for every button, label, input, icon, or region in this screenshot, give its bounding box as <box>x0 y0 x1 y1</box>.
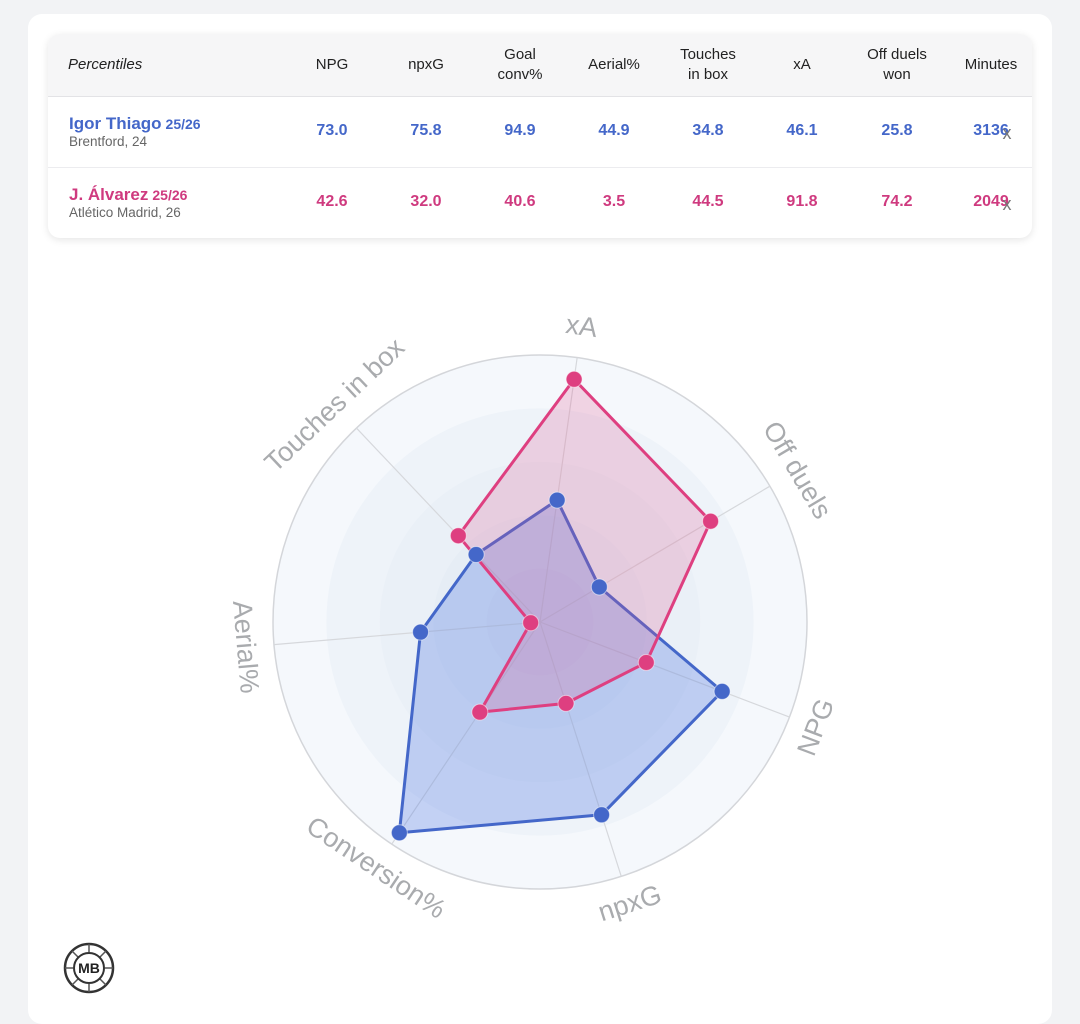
radar-point <box>522 614 540 632</box>
value-npg: 42.6 <box>316 193 348 210</box>
value-goal_conv: 40.6 <box>504 193 536 210</box>
radar-point <box>548 491 566 509</box>
radar-point <box>412 623 430 641</box>
header-npg[interactable]: NPG <box>286 34 378 96</box>
radar-spoke <box>539 357 578 623</box>
value-touches_box: 34.8 <box>692 122 724 139</box>
remove-player-button[interactable]: x <box>1002 123 1012 143</box>
radar-spoke <box>391 621 541 845</box>
table-header: Percentiles NPG npxG Goal conv% Aerial% Touch… <box>48 34 1032 97</box>
header-touches_box-line: in box <box>687 66 729 83</box>
radar-spoke <box>356 427 541 623</box>
mb-logo: MB <box>63 942 115 994</box>
radar-point <box>449 527 467 545</box>
ball-logo-icon: MB <box>63 942 115 994</box>
value-touches_box: 44.5 <box>692 193 724 210</box>
radar-spoke <box>539 621 622 877</box>
radar-spoke <box>273 621 541 646</box>
value-aerial: 44.9 <box>598 122 630 139</box>
value-npxg: 75.8 <box>410 122 442 139</box>
radar-axis-label: xA <box>564 309 599 343</box>
header-goal_conv-line: Goal <box>504 46 536 63</box>
header-minutes[interactable]: Minutes <box>945 34 1037 96</box>
radar-spoke <box>539 621 790 718</box>
player-season: 25/26 <box>152 187 188 203</box>
radar-point <box>713 682 731 700</box>
player-name[interactable]: J. Álvarez 25/26 <box>69 185 187 205</box>
logo-text: MB <box>78 960 100 976</box>
value-goal_conv: 94.9 <box>504 122 536 139</box>
player-season: 25/26 <box>165 116 201 132</box>
percentiles-table: Percentiles NPG npxG Goal conv% Aerial% Touch… <box>48 34 1032 238</box>
radar-point <box>702 512 720 530</box>
header-off_duels-line: Off duels <box>867 46 927 63</box>
radar-axis-label: Aerial% <box>227 599 265 694</box>
value-off_duels: 74.2 <box>881 193 913 210</box>
header-xa-line: xA <box>793 56 811 73</box>
remove-player-button[interactable]: x <box>1002 194 1012 214</box>
player-row: Igor Thiago 25/26 Brentford, 24 73.0 75.8 94.… <box>48 97 1032 168</box>
radar-series-0-area <box>397 498 724 835</box>
player-club-age: Brentford, 24 <box>69 134 148 149</box>
header-xa[interactable]: xA <box>756 34 848 96</box>
header-goal_conv-line: conv% <box>497 66 543 83</box>
value-npxg: 32.0 <box>410 193 442 210</box>
header-off_duels[interactable]: Off duels won <box>851 34 943 96</box>
radar-point <box>593 806 611 824</box>
radar-point <box>390 824 408 842</box>
header-touches_box-line: Touches <box>680 46 736 63</box>
value-off_duels: 25.8 <box>881 122 913 139</box>
header-aerial-line: Aerial% <box>588 56 640 73</box>
value-xa: 91.8 <box>786 193 818 210</box>
radar-point <box>467 546 485 564</box>
player-name-text: Igor Thiago <box>69 114 162 133</box>
value-minutes: 2049 <box>973 193 1009 210</box>
radar-spoke <box>539 485 771 623</box>
player-row: J. Álvarez 25/26 Atlético Madrid, 26 42.6 32… <box>48 168 1032 238</box>
player-name[interactable]: Igor Thiago 25/26 <box>69 114 201 134</box>
value-npg: 73.0 <box>316 122 348 139</box>
header-goal_conv[interactable]: Goal conv% <box>474 34 566 96</box>
value-aerial: 3.5 <box>602 193 626 210</box>
header-aerial[interactable]: Aerial% <box>568 34 660 96</box>
header-minutes-line: Minutes <box>964 56 1018 73</box>
radar-axis-label: NPG <box>791 694 840 759</box>
header-off_duels-line: won <box>883 66 911 83</box>
player-club-age: Atlético Madrid, 26 <box>69 205 181 220</box>
header-percentiles: Percentiles <box>68 56 143 73</box>
radar-axis-label: npxG <box>594 879 665 927</box>
radar-point <box>557 694 575 712</box>
header-touches_box[interactable]: Touches in box <box>662 34 754 96</box>
header-npxg[interactable]: npxG <box>380 34 472 96</box>
value-minutes: 3136 <box>973 122 1009 139</box>
header-npg-line: NPG <box>315 56 349 73</box>
radar-point <box>471 703 489 721</box>
value-xa: 46.1 <box>786 122 818 139</box>
radar-point <box>590 578 608 596</box>
player-name-text: J. Álvarez <box>69 185 149 204</box>
radar-point <box>565 370 583 388</box>
header-npxg-line: npxG <box>408 56 444 73</box>
radar-point <box>637 653 655 671</box>
